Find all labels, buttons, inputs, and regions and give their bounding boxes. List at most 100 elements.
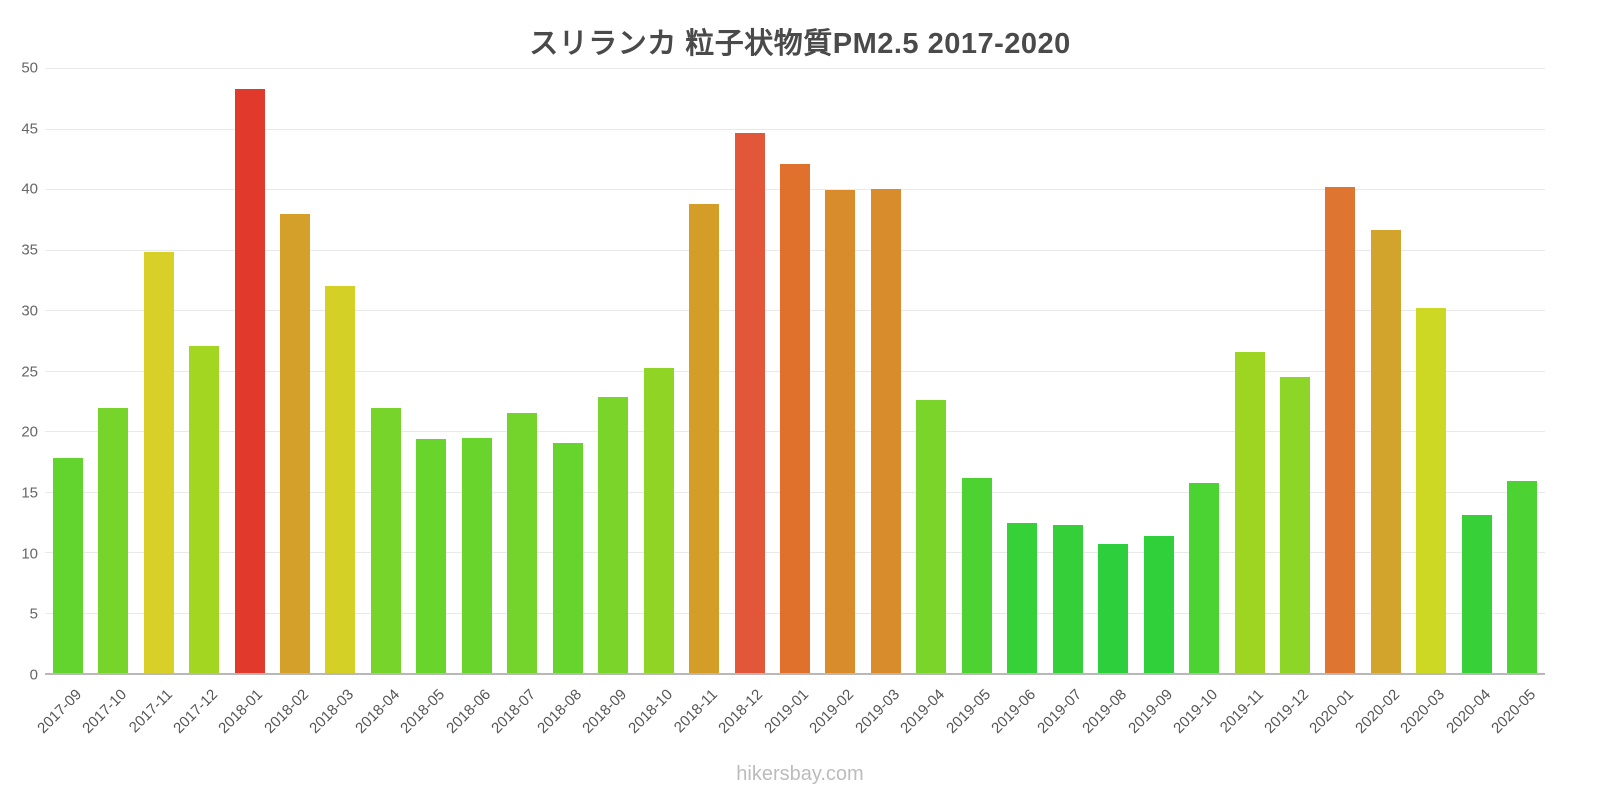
bar-slot — [1090, 68, 1135, 673]
bar-slot — [727, 68, 772, 673]
bar-slot — [90, 68, 135, 673]
x-tick-label: 2020-01 — [1306, 686, 1358, 737]
bar-2019-01[interactable] — [779, 163, 810, 673]
y-tick-label: 15 — [21, 484, 38, 502]
bar-slot — [181, 68, 226, 673]
bar-slot — [1409, 68, 1454, 673]
y-tick-label: 45 — [21, 120, 38, 138]
bar-2018-01[interactable] — [234, 88, 265, 673]
bar-slot — [863, 68, 908, 673]
x-tick-label: 2018-03 — [306, 686, 358, 737]
x-tick-label: 2018-11 — [670, 686, 722, 737]
bar-slot — [1272, 68, 1317, 673]
bar-slot — [954, 68, 999, 673]
bar-2019-09[interactable] — [1143, 536, 1174, 673]
bar-slot — [409, 68, 454, 673]
bar-2017-09[interactable] — [52, 457, 83, 673]
bar-2019-05[interactable] — [961, 478, 992, 673]
chart-title: スリランカ 粒子状物質PM2.5 2017-2020 — [529, 28, 1071, 60]
bar-2018-10[interactable] — [643, 368, 674, 673]
bar-slot — [227, 68, 272, 673]
bar-slot — [136, 68, 181, 673]
x-tick-label: 2018-06 — [442, 686, 494, 737]
bar-2017-11[interactable] — [143, 251, 174, 673]
y-tick-label: 50 — [21, 59, 38, 77]
x-tick-label: 2018-05 — [397, 686, 449, 737]
bar-slot — [909, 68, 954, 673]
bar-slot — [1500, 68, 1545, 673]
bar-2018-03[interactable] — [325, 285, 356, 673]
bar-2018-02[interactable] — [279, 214, 310, 673]
y-tick-label: 0 — [29, 666, 38, 684]
bar-2019-06[interactable] — [1007, 522, 1038, 673]
x-tick-label: 2019-03 — [851, 686, 903, 737]
bar-2018-11[interactable] — [689, 203, 720, 673]
bar-slot — [818, 68, 863, 673]
x-tick-label: 2019-05 — [942, 686, 994, 737]
bar-2018-09[interactable] — [598, 397, 629, 673]
bar-series — [45, 68, 1545, 673]
x-tick-label: 2019-10 — [1170, 686, 1222, 737]
x-axis: 2017-09 2017-10 2017-11 2017-12 2018-01 2018-… — [34, 678, 1545, 753]
bar-slot — [636, 68, 681, 673]
x-tick-label: 2017-09 — [33, 686, 85, 737]
bar-2018-07[interactable] — [507, 412, 538, 673]
x-tick-label: 2018-08 — [533, 686, 585, 737]
x-tick-label: 2018-12 — [715, 686, 767, 737]
bar-2020-05[interactable] — [1507, 480, 1538, 673]
x-tick-label: 2019-07 — [1033, 686, 1085, 737]
bar-slot — [590, 68, 635, 673]
bar-slot — [363, 68, 408, 673]
bar-2019-04[interactable] — [916, 399, 947, 673]
bar-slot — [318, 68, 363, 673]
gridline — [45, 128, 1545, 130]
bar-2020-04[interactable] — [1461, 514, 1492, 673]
bar-2019-07[interactable] — [1052, 525, 1083, 673]
bar-2020-01[interactable] — [1325, 186, 1356, 673]
bar-2019-11[interactable] — [1234, 352, 1265, 673]
x-tick-label: 2020-04 — [1442, 686, 1494, 737]
y-tick-label: 40 — [21, 180, 38, 198]
x-tick-label: 2018-04 — [351, 686, 403, 737]
bar-2018-04[interactable] — [370, 408, 401, 673]
x-tick-label: 2020-05 — [1488, 686, 1540, 737]
bar-slot — [272, 68, 317, 673]
bar-slot — [1045, 68, 1090, 673]
bar-2018-05[interactable] — [416, 439, 447, 673]
x-tick-label: 2019-04 — [897, 686, 949, 737]
bar-2019-08[interactable] — [1098, 543, 1129, 673]
bar-2018-08[interactable] — [552, 443, 583, 673]
bar-2019-02[interactable] — [825, 190, 856, 673]
bar-2019-10[interactable] — [1189, 483, 1220, 673]
y-tick-label: 10 — [21, 545, 38, 563]
y-tick-label: 20 — [21, 423, 38, 441]
y-tick-label: 25 — [21, 363, 38, 380]
bar-slot — [454, 68, 499, 673]
bar-2018-12[interactable] — [734, 133, 765, 673]
bar-2018-06[interactable] — [461, 438, 492, 673]
bar-slot — [1363, 68, 1408, 673]
x-tick-label: 2020-03 — [1397, 686, 1449, 737]
bar-slot — [1136, 68, 1181, 673]
y-tick-label: 5 — [29, 605, 38, 623]
x-tick-label: 2018-07 — [488, 686, 540, 737]
bar-slot — [545, 68, 590, 673]
bar-2017-12[interactable] — [189, 346, 220, 673]
x-tick-label: 2017-11 — [125, 686, 176, 737]
bar-slot — [45, 68, 90, 673]
bar-slot — [772, 68, 817, 673]
bar-2017-10[interactable] — [98, 408, 129, 673]
bar-2020-02[interactable] — [1370, 230, 1401, 673]
x-tick-label: 2017-10 — [79, 686, 131, 737]
x-tick-label: 2019-11 — [1216, 686, 1267, 737]
bar-slot — [1227, 68, 1272, 673]
bar-2019-12[interactable] — [1279, 376, 1310, 673]
x-tick-label: 2019-08 — [1079, 686, 1131, 737]
bar-2019-03[interactable] — [870, 189, 901, 673]
bar-slot — [1181, 68, 1226, 673]
x-tick-label: 2019-01 — [761, 686, 813, 737]
x-tick-label: 2018-01 — [215, 686, 267, 737]
x-tick-label: 2018-02 — [261, 686, 313, 737]
bar-2020-03[interactable] — [1416, 307, 1447, 673]
